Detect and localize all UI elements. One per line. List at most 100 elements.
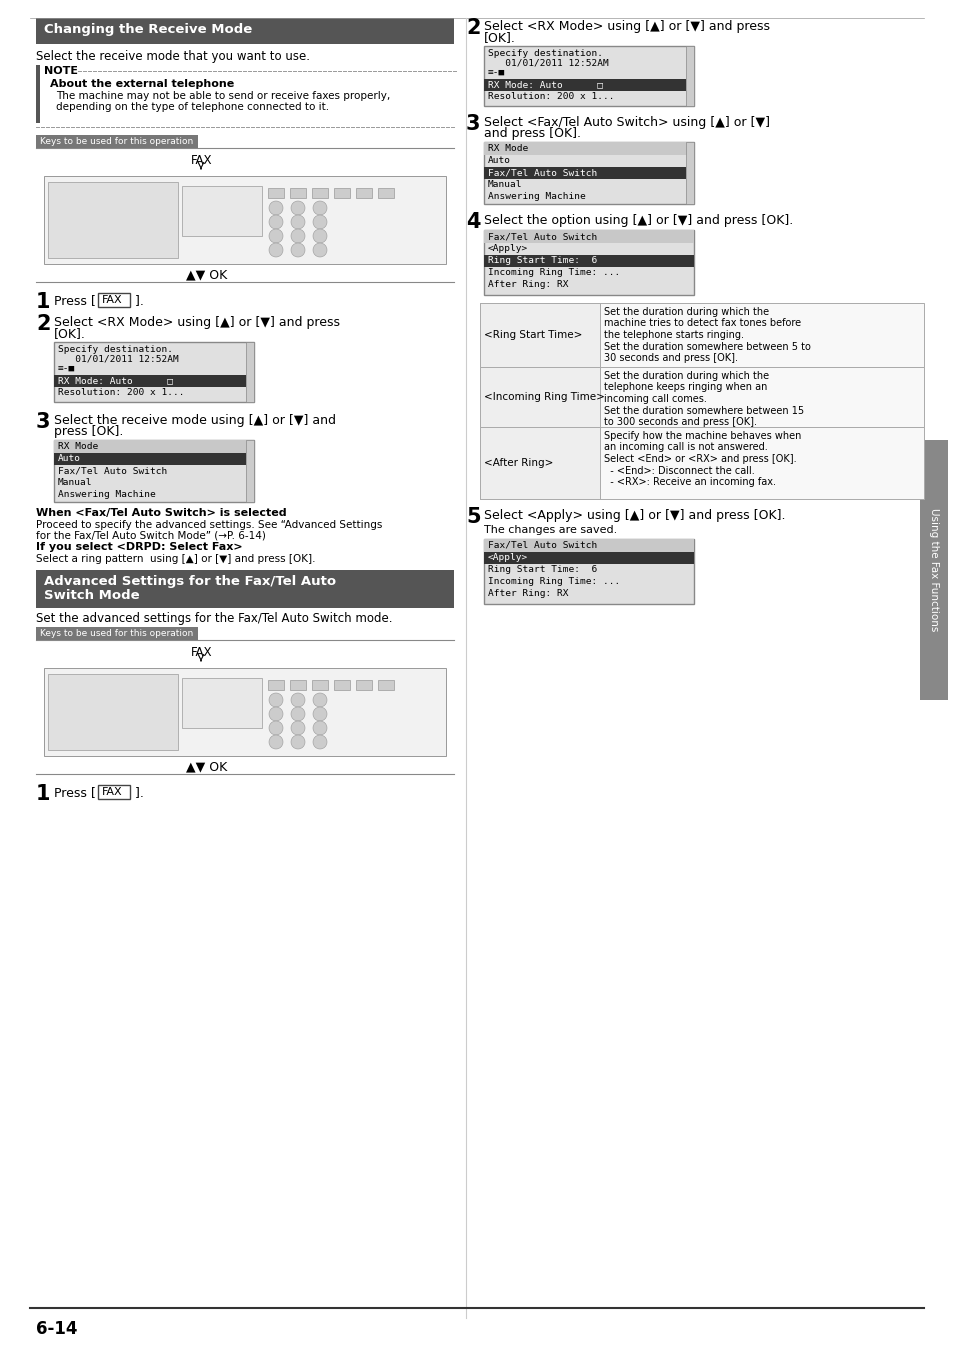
Text: 5: 5 (465, 508, 480, 526)
Text: <Apply>: <Apply> (488, 244, 528, 252)
Text: Resolution: 200 x 1...: Resolution: 200 x 1... (488, 92, 614, 101)
Bar (483, 539, 693, 552)
Bar (479, 367, 599, 427)
Text: - <RX>: Receive an incoming fax.: - <RX>: Receive an incoming fax. (603, 477, 775, 487)
Bar (268, 188, 284, 198)
Bar (54, 342, 253, 402)
Text: Incoming Ring Time: ...: Incoming Ring Time: ... (488, 576, 619, 586)
Text: Set the duration during which the: Set the duration during which the (603, 306, 768, 317)
Text: Resolution: 200 x 1...: Resolution: 200 x 1... (58, 387, 184, 397)
Bar (182, 186, 262, 236)
Text: <After Ring>: <After Ring> (483, 458, 553, 468)
Text: depending on the type of telephone connected to it.: depending on the type of telephone conne… (56, 103, 329, 112)
Text: ≡-■: ≡-■ (488, 68, 505, 77)
Bar (483, 539, 693, 603)
Text: Manual: Manual (488, 180, 522, 189)
Text: FAX: FAX (191, 647, 213, 659)
Text: Select the option using [▲] or [▼] and press [OK].: Select the option using [▲] or [▼] and p… (483, 215, 792, 227)
Text: RX Mode: RX Mode (58, 441, 98, 451)
Text: Answering Machine: Answering Machine (58, 490, 155, 500)
Bar (48, 674, 178, 751)
Bar (479, 302, 599, 367)
Text: ].: ]. (131, 294, 144, 306)
Text: machine tries to detect fax tones before: machine tries to detect fax tones before (603, 319, 801, 328)
Bar (479, 427, 923, 500)
Text: 01/01/2011 12:52AM: 01/01/2011 12:52AM (58, 354, 178, 363)
Text: ].: ]. (131, 786, 144, 799)
Text: Using the Fax Functions: Using the Fax Functions (928, 509, 938, 632)
Circle shape (313, 230, 327, 243)
Text: ≡-■: ≡-■ (58, 364, 75, 373)
Text: Manual: Manual (58, 478, 92, 487)
Bar (483, 552, 693, 564)
Bar (268, 680, 284, 690)
Bar (334, 680, 350, 690)
Text: Ring Start Time:  6: Ring Start Time: 6 (488, 256, 597, 265)
Circle shape (269, 201, 283, 215)
Circle shape (291, 230, 305, 243)
Bar (685, 46, 693, 107)
Bar (182, 678, 262, 728)
Bar (479, 302, 923, 367)
Circle shape (291, 693, 305, 707)
Text: Fax/Tel Auto Switch: Fax/Tel Auto Switch (58, 466, 167, 475)
Text: Specify destination.: Specify destination. (58, 346, 172, 354)
Bar (334, 188, 350, 198)
Circle shape (313, 734, 327, 749)
Text: Ring Start Time:  6: Ring Start Time: 6 (488, 566, 597, 574)
Circle shape (313, 693, 327, 707)
Text: 3: 3 (465, 113, 480, 134)
Text: Set the duration somewhere between 5 to: Set the duration somewhere between 5 to (603, 342, 810, 351)
Text: press [OK].: press [OK]. (54, 425, 123, 437)
Bar (48, 182, 178, 258)
Bar (483, 167, 685, 180)
Bar (483, 230, 693, 243)
Text: Select <RX Mode> using [▲] or [▼] and press: Select <RX Mode> using [▲] or [▼] and pr… (54, 316, 339, 329)
Text: for the Fax/Tel Auto Switch Mode” (→P. 6-14): for the Fax/Tel Auto Switch Mode” (→P. 6… (36, 531, 266, 540)
Text: the telephone starts ringing.: the telephone starts ringing. (603, 329, 743, 340)
Text: FAX: FAX (102, 787, 123, 796)
Text: Fax/Tel Auto Switch: Fax/Tel Auto Switch (488, 541, 597, 549)
Text: <Apply>: <Apply> (488, 554, 528, 562)
Text: ▲▼ OK: ▲▼ OK (186, 269, 227, 281)
Text: Auto: Auto (58, 454, 81, 463)
Text: an incoming call is not answered.: an incoming call is not answered. (603, 443, 767, 452)
Text: 2: 2 (36, 315, 51, 333)
Text: Set the duration during which the: Set the duration during which the (603, 371, 768, 381)
Text: telephone keeps ringing when an: telephone keeps ringing when an (603, 382, 766, 393)
Bar (312, 680, 328, 690)
Bar (479, 367, 923, 427)
Bar (483, 46, 693, 107)
Circle shape (269, 693, 283, 707)
Text: After Ring: RX: After Ring: RX (488, 279, 568, 289)
Bar (36, 135, 198, 148)
Circle shape (313, 721, 327, 734)
Text: Advanced Settings for the Fax/Tel Auto: Advanced Settings for the Fax/Tel Auto (44, 575, 335, 589)
Text: Fax/Tel Auto Switch: Fax/Tel Auto Switch (488, 232, 597, 242)
Bar (483, 255, 693, 267)
Text: Auto: Auto (488, 157, 511, 165)
Text: Answering Machine: Answering Machine (488, 192, 585, 201)
Bar (377, 188, 394, 198)
Text: About the external telephone: About the external telephone (50, 80, 234, 89)
Text: The changes are saved.: The changes are saved. (483, 525, 617, 535)
Bar (685, 142, 693, 204)
Text: Select <End> or <RX> and press [OK].: Select <End> or <RX> and press [OK]. (603, 454, 796, 464)
Text: Select <Fax/Tel Auto Switch> using [▲] or [▼]: Select <Fax/Tel Auto Switch> using [▲] o… (483, 116, 769, 130)
Circle shape (269, 707, 283, 721)
Text: Press [: Press [ (54, 786, 95, 799)
Circle shape (291, 201, 305, 215)
Text: - <End>: Disconnect the call.: - <End>: Disconnect the call. (603, 466, 754, 475)
Bar (54, 375, 246, 387)
Text: Proceed to specify the advanced settings. See “Advanced Settings: Proceed to specify the advanced settings… (36, 520, 382, 531)
Bar (483, 142, 693, 204)
Circle shape (269, 243, 283, 256)
Text: When <Fax/Tel Auto Switch> is selected: When <Fax/Tel Auto Switch> is selected (36, 508, 286, 518)
Text: 2: 2 (465, 18, 480, 38)
Text: RX Mode: Auto      □: RX Mode: Auto □ (58, 377, 172, 385)
Text: 3: 3 (36, 412, 51, 432)
Text: 30 seconds and press [OK].: 30 seconds and press [OK]. (603, 352, 738, 363)
Bar (36, 626, 198, 640)
Circle shape (291, 215, 305, 230)
Bar (919, 440, 947, 701)
